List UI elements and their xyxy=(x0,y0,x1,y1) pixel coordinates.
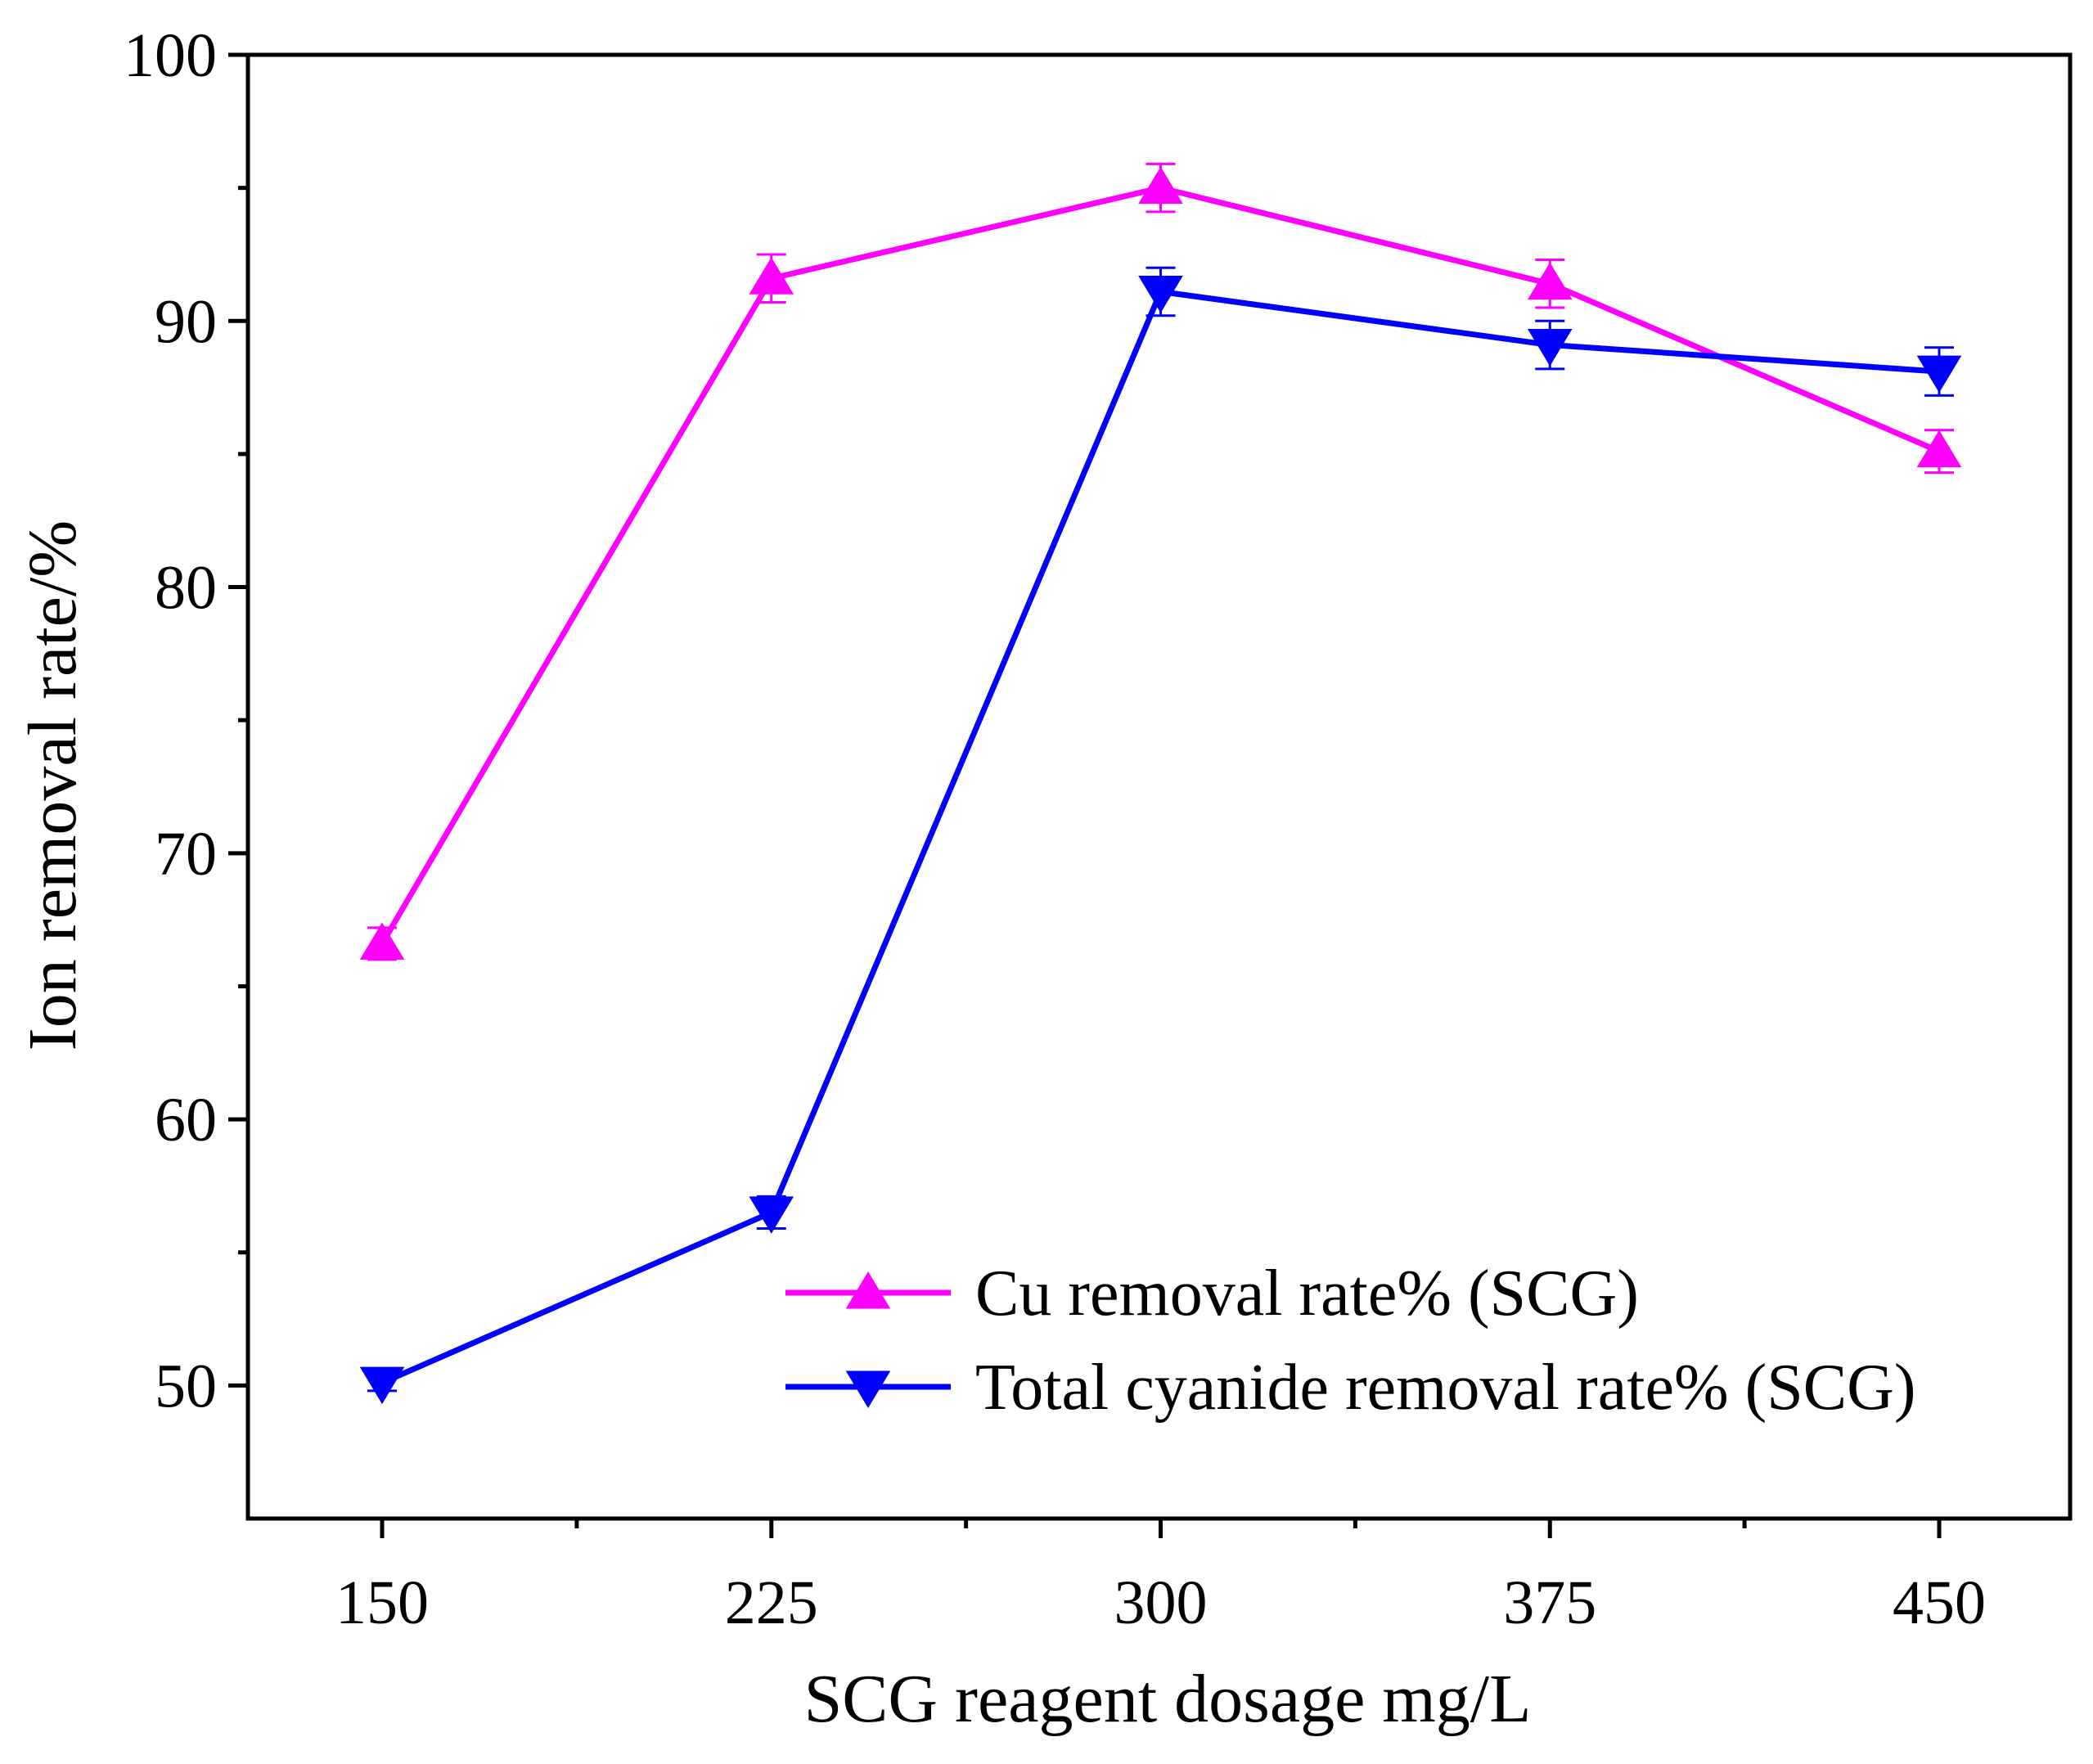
data-point xyxy=(1138,275,1183,313)
plot-area xyxy=(359,162,1962,1405)
data-point xyxy=(1916,430,1962,468)
x-tick-label-225: 225 xyxy=(725,1568,818,1637)
series-total-cyanide-removal xyxy=(359,266,1962,1405)
y-tick-label-50: 50 xyxy=(155,1352,217,1420)
series-cu-removal xyxy=(359,162,1962,961)
x-tick-label-450: 450 xyxy=(1893,1568,1986,1637)
x-tick-label-150: 150 xyxy=(335,1568,429,1637)
y-tick-label-90: 90 xyxy=(155,287,217,356)
data-point xyxy=(749,1196,794,1234)
legend: Cu removal rate% (SCG) Total cyanide remo… xyxy=(785,1258,1916,1424)
y-tick-label-70: 70 xyxy=(155,820,217,889)
x-axis-title: SCG reagent dosage mg/L xyxy=(804,1661,1532,1737)
data-point xyxy=(749,257,794,295)
data-point xyxy=(1527,262,1573,300)
legend-entry-cu-removal: Cu removal rate% (SCG) xyxy=(785,1258,1639,1330)
x-tick-label-375: 375 xyxy=(1503,1568,1596,1637)
data-point xyxy=(359,922,405,960)
legend-label: Cu removal rate% (SCG) xyxy=(975,1258,1639,1330)
y-tick-label-80: 80 xyxy=(155,554,217,623)
data-point xyxy=(1916,355,1962,394)
legend-marker xyxy=(845,1370,891,1408)
data-point xyxy=(1138,166,1183,205)
legend-label: Total cyanide removal rate% (SCG) xyxy=(975,1352,1916,1424)
series-line xyxy=(380,288,1940,1386)
y-tick-label-60: 60 xyxy=(155,1086,217,1154)
legend-marker xyxy=(845,1271,891,1309)
legend-entry-total-cyanide-removal: Total cyanide removal rate% (SCG) xyxy=(785,1352,1916,1424)
data-point xyxy=(359,1366,405,1405)
data-point xyxy=(1527,329,1573,367)
axes: 150 225 300 375 450 50 60 70 80 90 100 xyxy=(124,21,2073,1637)
x-tick-label-300: 300 xyxy=(1114,1568,1208,1637)
y-axis-title: Ion removal rate/% xyxy=(15,520,91,1051)
y-tick-label-100: 100 xyxy=(124,21,217,90)
